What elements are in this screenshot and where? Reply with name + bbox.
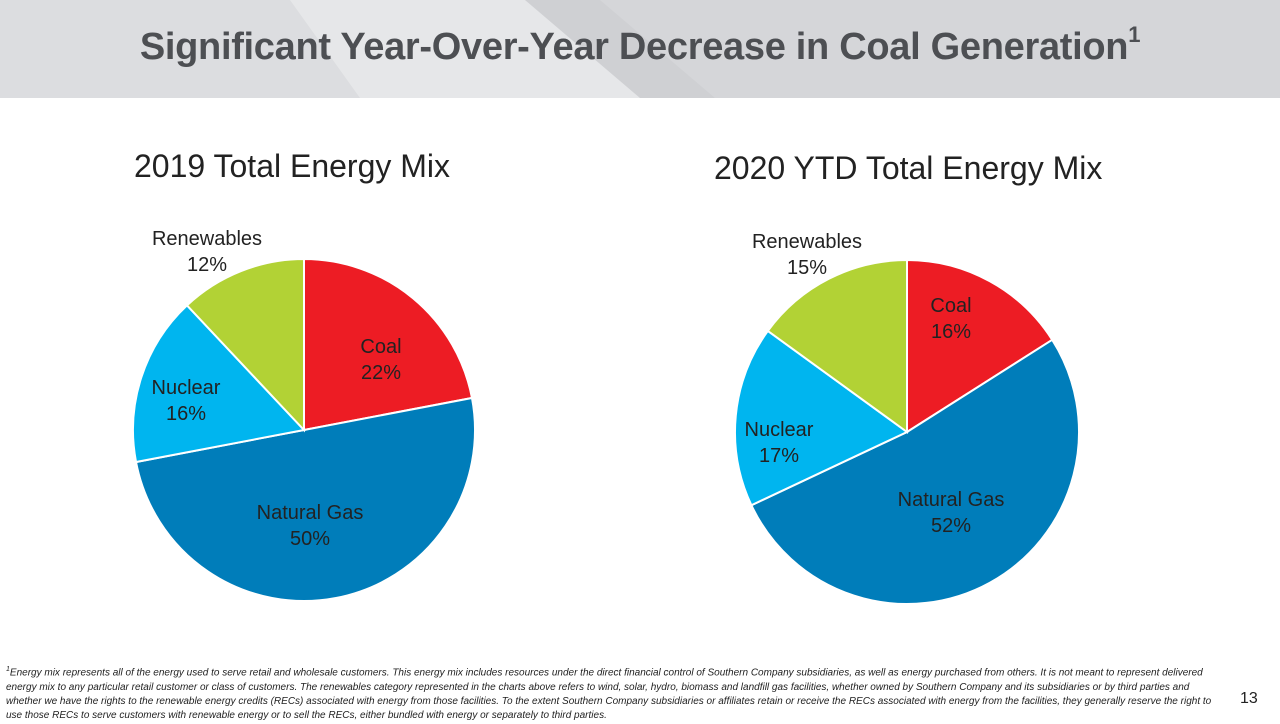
slide-title-text: Significant Year-Over-Year Decrease in C… xyxy=(139,26,1129,68)
pie-chart-2019-slice-nuclear xyxy=(132,303,306,464)
pie-chart-2020-slice-coal xyxy=(906,258,1054,434)
pie-chart-2019-label-coal: Coal xyxy=(360,336,401,358)
pie-chart-2019-label-renewables: Renewables xyxy=(152,228,262,250)
pie-chart-2019-value-natural-gas: 50% xyxy=(290,528,330,550)
pie-chart-2020-value-nuclear: 17% xyxy=(759,445,799,467)
slide-title: Significant Year-Over-Year Decrease in C… xyxy=(0,22,1280,69)
pie-chart-2019-slice-renewables xyxy=(185,257,305,433)
title-footnote-mark: 1 xyxy=(1128,22,1141,47)
pie-chart-2019-value-renewables: 12% xyxy=(187,254,227,276)
pie-chart-2020-slice-nuclear xyxy=(734,329,909,507)
pie-chart-2020-value-natural-gas: 52% xyxy=(931,515,971,537)
pie-chart-2020-slice-renewables xyxy=(766,258,908,434)
footnote: 1Energy mix represents all of the energy… xyxy=(6,663,1216,724)
footnote-mark: 1 xyxy=(6,666,10,673)
pie-chart-2019-slice-coal xyxy=(303,257,474,432)
chart-title-2019: 2019 Total Energy Mix xyxy=(134,148,451,184)
pie-chart-2020-label-natural-gas: Natural Gas xyxy=(898,489,1005,511)
pie-chart-2019-value-nuclear: 16% xyxy=(166,403,206,425)
pie-chart-2019-label-natural-gas: Natural Gas xyxy=(257,502,364,524)
pie-chart-2020-value-renewables: 15% xyxy=(787,257,827,279)
header-decoration xyxy=(0,0,1280,98)
pie-chart-2020-value-coal: 16% xyxy=(931,321,971,343)
pie-chart-2019-label-nuclear: Nuclear xyxy=(152,377,221,399)
pie-chart-2020-label-coal: Coal xyxy=(930,295,971,317)
header-band xyxy=(0,0,1280,98)
footnote-text: Energy mix represents all of the energy … xyxy=(6,667,1212,722)
chart-title-2020: 2020 YTD Total Energy Mix xyxy=(714,150,1103,186)
pie-chart-2020-label-nuclear: Nuclear xyxy=(745,419,814,441)
page-number: 13 xyxy=(1240,690,1258,707)
pie-chart-2020-slice-natural-gas xyxy=(750,338,1081,606)
pie-chart-2020-label-renewables: Renewables xyxy=(752,231,862,253)
pie-chart-2019-value-coal: 22% xyxy=(361,362,401,384)
pie-chart-2019-slice-natural-gas xyxy=(134,396,476,602)
